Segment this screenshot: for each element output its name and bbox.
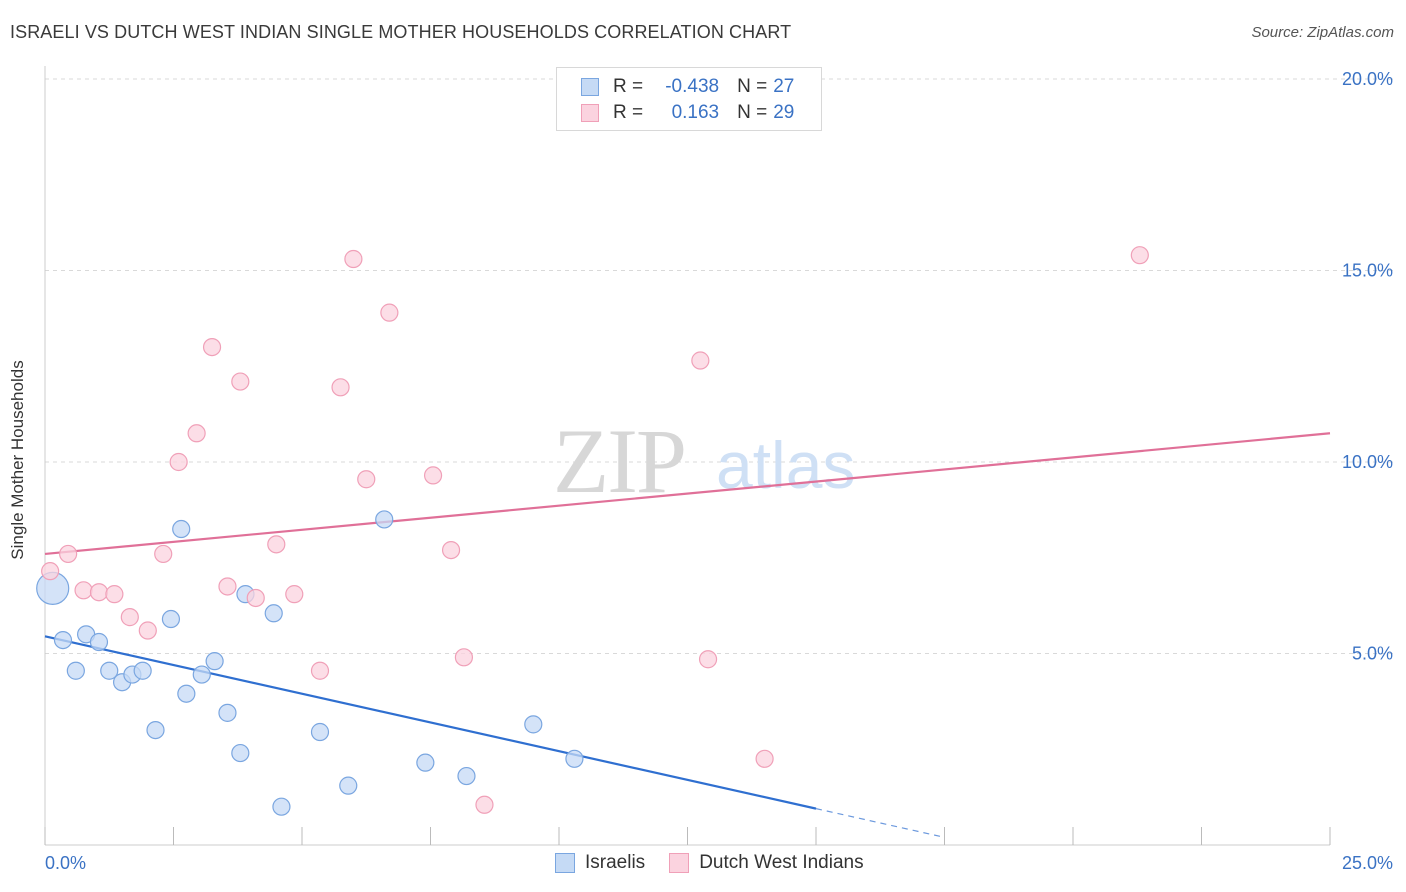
israelis-point: [172, 519, 191, 539]
legend-n-value: 27: [773, 76, 795, 97]
source-note: Source: ZipAtlas.com: [1251, 24, 1394, 41]
dutch-point: [89, 583, 109, 602]
dutch-point: [202, 338, 222, 357]
dutch-point: [1130, 246, 1149, 265]
legend-r-label: R =: [613, 102, 644, 123]
dutch-point: [59, 544, 78, 564]
dutch-point: [285, 585, 304, 604]
israelis-point: [524, 715, 543, 734]
israelis-point: [161, 609, 181, 629]
dutch-point: [357, 470, 376, 489]
israelis-point: [457, 766, 476, 786]
legend-r-value: -0.438: [665, 76, 720, 97]
israelis-point: [565, 749, 584, 768]
dutch-point: [187, 424, 206, 443]
dutch-point: [120, 608, 139, 627]
dutch-point: [344, 249, 363, 269]
israelis-point: [375, 510, 394, 529]
dutch-swatch: [669, 853, 690, 873]
dutch-swatch: [581, 104, 599, 122]
watermark-atlas: atlas: [716, 428, 855, 502]
y-tick-label: 5.0%: [1352, 644, 1393, 664]
israelis-point: [133, 661, 152, 680]
israelis-point: [53, 630, 73, 650]
israelis-point: [89, 632, 109, 652]
israelis-point: [205, 652, 224, 671]
israelis-point: [310, 722, 330, 742]
dutch-point: [423, 466, 443, 485]
dutch-point: [380, 303, 399, 322]
trend-line-dutch: [44, 432, 1331, 556]
dutch-point: [755, 749, 774, 768]
y-tick-label: 20.0%: [1342, 69, 1393, 89]
trend-line-israelis: [44, 635, 817, 810]
israelis-point: [264, 604, 283, 623]
israelis-point: [416, 753, 435, 772]
chart-title: ISRAELI VS DUTCH WEST INDIAN SINGLE MOTH…: [10, 22, 792, 42]
stats-legend: R = -0.438 N = 27 R = 0.163 N = 29: [556, 67, 822, 131]
dutch-point: [331, 378, 350, 397]
y-tick-label: 15.0%: [1342, 261, 1393, 281]
legend-r-value: 0.163: [671, 102, 720, 123]
dutch-point: [41, 562, 60, 581]
legend-label: Dutch West Indians: [699, 852, 864, 873]
israelis-swatch: [555, 853, 575, 873]
x-tick-label: 25.0%: [1342, 853, 1393, 873]
legend-n-value: 29: [773, 102, 795, 123]
legend-item-dutch: Dutch West Indians: [669, 852, 864, 874]
dutch-point: [698, 650, 718, 669]
israelis-point: [146, 720, 165, 740]
dutch-point: [310, 661, 330, 680]
legend-row-dutch: R = 0.163 N = 29: [581, 101, 794, 125]
dutch-point: [267, 535, 286, 554]
dutch-point: [74, 581, 93, 600]
dutch-point: [218, 577, 237, 596]
x-tick-label: 0.0%: [45, 853, 86, 873]
dutch-point: [138, 621, 157, 640]
legend-n-label: N =: [737, 102, 768, 123]
dutch-point: [475, 795, 494, 814]
dutch-point: [154, 544, 173, 564]
dutch-point: [105, 585, 124, 604]
trend-extension: [815, 808, 945, 838]
israelis-swatch: [581, 78, 599, 96]
legend-n-label: N =: [737, 76, 768, 97]
israelis-point: [177, 684, 196, 703]
legend-item-israelis: Israelis: [555, 852, 645, 874]
legend-label: Israelis: [585, 852, 646, 873]
series-legend: Israelis Dutch West Indians: [555, 852, 888, 874]
legend-row-israelis: R = -0.438 N = 27: [581, 75, 794, 99]
israelis-point: [218, 703, 237, 722]
dutch-point: [441, 540, 461, 560]
israelis-point: [192, 665, 211, 684]
israelis-point: [272, 797, 291, 816]
israelis-point: [339, 776, 358, 795]
israelis-point: [66, 661, 85, 680]
dutch-point: [231, 372, 250, 391]
dutch-point: [691, 351, 710, 370]
legend-r-label: R =: [613, 76, 644, 97]
israelis-point: [231, 743, 250, 763]
dutch-point: [169, 452, 188, 472]
y-tick-label: 10.0%: [1342, 452, 1393, 472]
israelis-point: [100, 661, 119, 680]
dutch-point: [454, 648, 474, 667]
dutch-point: [246, 588, 265, 608]
